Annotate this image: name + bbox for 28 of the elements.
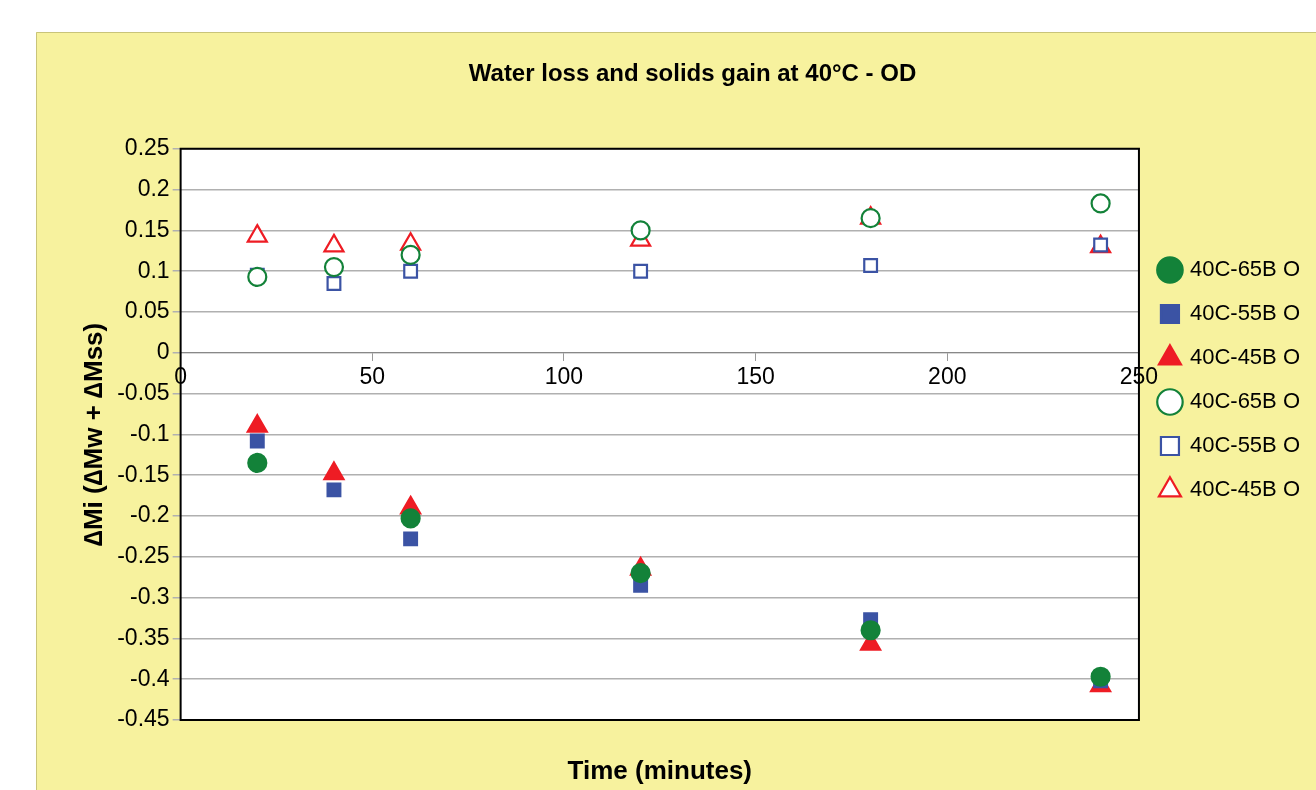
y-tick-label: 0.25 (124, 134, 170, 161)
y-tick-label: -0.05 (117, 378, 170, 405)
y-axis-title: ∆Mi (∆Mw + ∆Mss) (77, 322, 108, 547)
x-tick-label: 150 (736, 362, 775, 389)
y-tick-label: 0.2 (137, 174, 170, 201)
legend-label: 40C-45B O (1189, 476, 1301, 502)
chart-title: Water loss and solids gain at 40°C - OD (468, 59, 917, 87)
y-tick-label: -0.15 (117, 460, 170, 487)
legend-label: 40C-55B O (1189, 432, 1301, 458)
y-tick-label: -0.2 (129, 501, 170, 528)
y-tick-label: 0.1 (137, 256, 170, 283)
legend-label: 40C-45B O (1189, 344, 1301, 370)
x-tick-label: 50 (359, 362, 386, 389)
y-tick-label: -0.25 (117, 542, 170, 569)
x-tick-label: 200 (928, 362, 967, 389)
legend-label: 40C-55B O (1189, 300, 1301, 326)
x-axis-title: Time (minutes) (567, 755, 752, 786)
y-tick-label: 0 (156, 338, 170, 365)
legend-label: 40C-65B O (1189, 256, 1301, 282)
y-tick-label: -0.35 (117, 623, 170, 650)
y-tick-label: -0.1 (129, 419, 170, 446)
y-tick-label: 0.15 (124, 215, 170, 242)
x-tick-label: 100 (544, 362, 584, 389)
y-tick-label: 0.05 (124, 297, 170, 324)
y-tick-label: -0.45 (117, 705, 170, 732)
legend-label: 40C-65B O (1189, 388, 1301, 414)
y-tick-label: -0.4 (129, 664, 170, 691)
y-tick-label: -0.3 (129, 582, 170, 609)
